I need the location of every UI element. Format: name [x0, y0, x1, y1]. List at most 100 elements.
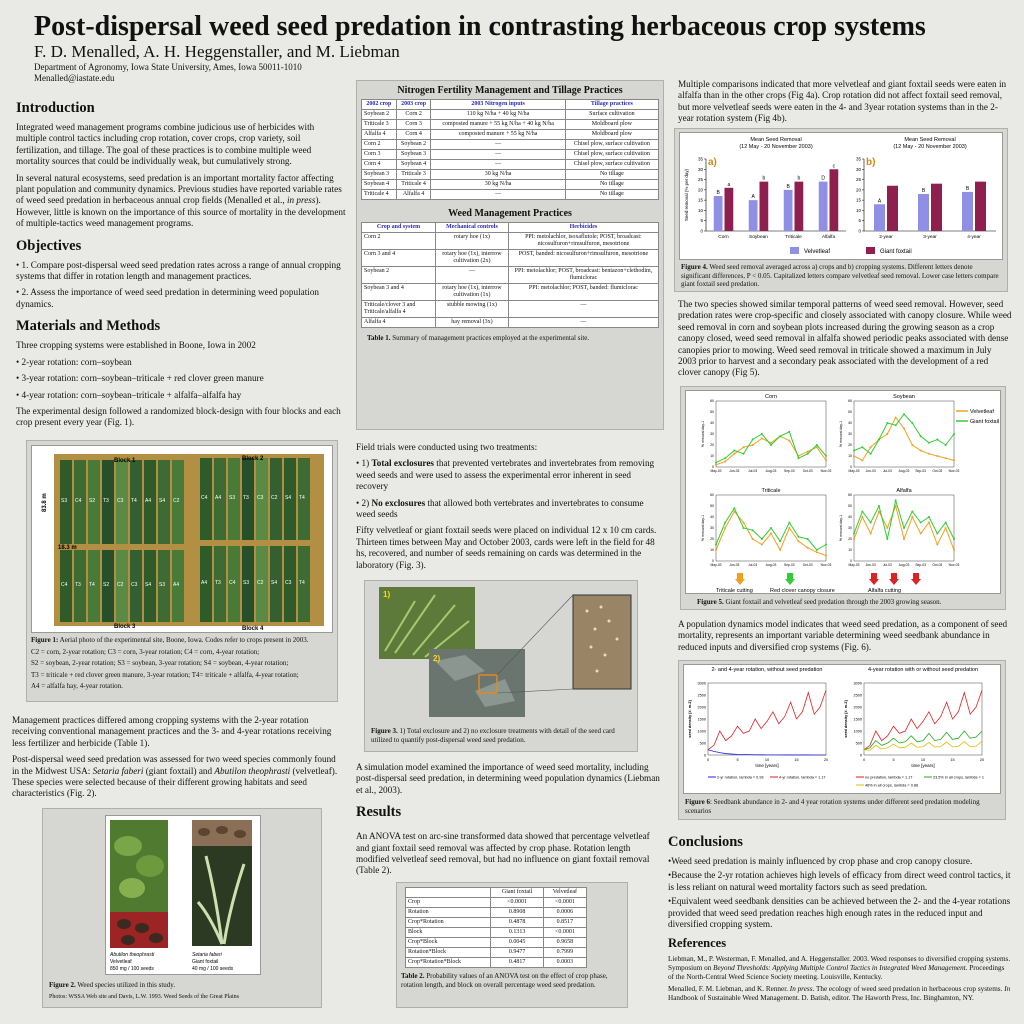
- y-tick-label: 60: [848, 493, 852, 497]
- plot-strip: [284, 458, 296, 540]
- no-exclosure-photo: [429, 649, 525, 717]
- bar: [962, 191, 973, 231]
- x-tick-label: Sep-03: [915, 563, 926, 567]
- data-point: [944, 521, 947, 524]
- data-point: [894, 505, 897, 507]
- y-tick-label: 2500: [854, 694, 862, 698]
- data-point: [742, 452, 745, 455]
- y-tick-label: 1500: [698, 718, 706, 722]
- svg-text:2): 2): [433, 654, 440, 663]
- rotation-item: • 3-year rotation: corn–soybean–tritical…: [16, 373, 264, 384]
- plot-code: S3: [243, 580, 249, 586]
- treatment-2: • 2) No exclosures that allowed both ver…: [356, 497, 644, 520]
- y-tick-label: 30: [848, 432, 852, 436]
- rotation-item: • 4-year rotation: corn–soybean–tritical…: [16, 389, 242, 400]
- data-point: [886, 433, 889, 435]
- plot-strip: [228, 458, 240, 540]
- methods-heading: Materials and Methods: [16, 318, 161, 335]
- data-point: [919, 521, 922, 524]
- reference-1: Liebman, M., P. Westerman, F. Menalled, …: [668, 955, 1011, 981]
- x-tick-label: Sep-03: [915, 469, 926, 473]
- dimension-vertical: 83.8 m: [42, 493, 48, 512]
- data-point: [815, 551, 818, 554]
- table-row: Corn 2 rotary hoe (1x) PPI: metolachlor, i…: [360, 232, 660, 250]
- data-point: [751, 438, 754, 441]
- y-tick-label: 3000: [854, 682, 862, 686]
- block-label: Block 2: [242, 456, 264, 462]
- data-point: [953, 538, 955, 540]
- conclusions-list: •Weed seed predation is mainly influence…: [668, 856, 1012, 930]
- simulation-text: A simulation model examined the importan…: [356, 762, 662, 882]
- data-point: [853, 449, 855, 452]
- y-tick-label: 30: [710, 526, 714, 530]
- plot-strip: [116, 550, 128, 622]
- results-paragraph: An ANOVA test on arc-sine transformed da…: [356, 831, 650, 876]
- x-tick-label: Jun-03: [866, 563, 876, 567]
- block-label: Block 1: [114, 458, 136, 464]
- data-point: [928, 516, 930, 518]
- x-tick-label: Aug-03: [766, 563, 777, 567]
- aerial-photo: S3 C4 S2 T3 C3 T4 A4 S4 C2 C4 A4 S3 T3 C3 C2 S4 T4 C4 T3 T…: [42, 454, 324, 632]
- data-point: [788, 430, 791, 433]
- x-tick-label: May-03: [849, 469, 860, 473]
- x-tick-label: Nov-03: [949, 469, 960, 473]
- plot-strip: [200, 458, 212, 540]
- plot-strip: [242, 458, 254, 540]
- figure-2-caption: Figure 2. Weed species utilized in this …: [49, 981, 239, 1000]
- data-point: [936, 438, 939, 441]
- legend-label: Velvetleaf: [804, 249, 830, 255]
- series-line: [707, 690, 827, 751]
- data-point: [878, 438, 880, 441]
- intro-paragraph-2: In several natural ecosystems, seed pred…: [16, 172, 346, 229]
- data-point: [760, 437, 763, 440]
- table-row: Corn 3 Soybean 3— Chisel plow, surface cul…: [361, 149, 660, 160]
- annotation-label: Alfalfa cutting: [868, 588, 901, 593]
- significance-letter: B: [716, 190, 720, 196]
- annotation-arrow: [889, 573, 899, 585]
- x-tick-label: 5: [736, 758, 738, 762]
- data-point: [903, 527, 905, 529]
- plot-code: S4: [145, 582, 151, 588]
- plot-code: T3: [215, 580, 221, 586]
- significance-letter: a: [727, 182, 730, 188]
- series-line: [707, 749, 826, 756]
- y-tick-label: 50: [710, 410, 714, 414]
- conclusion-item: •Equivalent weed seedbank densities can …: [668, 896, 1011, 930]
- bar: [713, 196, 723, 231]
- plot-code: A4: [215, 495, 221, 501]
- data-point: [886, 538, 889, 540]
- svg-text:Giant foxtail: Giant foxtail: [192, 959, 218, 965]
- plot-code: S4: [285, 495, 291, 501]
- significance-letter: B: [922, 188, 926, 194]
- data-point: [760, 543, 763, 546]
- chart-title: 2- and 4-year rotation, without seed pre…: [712, 667, 823, 673]
- y-tick-label: 60: [848, 399, 852, 403]
- data-point: [815, 446, 818, 449]
- plot-code: T3: [243, 495, 249, 501]
- plot-strip: [228, 546, 240, 622]
- conclusions-section: Conclusions •Weed seed predation is main…: [668, 826, 1012, 1007]
- table-row: Alfalfa 4 Corn 4 composted manure + 55 kg …: [361, 129, 660, 140]
- plot-code: C2: [117, 582, 124, 588]
- data-point: [861, 510, 864, 513]
- plot-code: S4: [271, 580, 277, 586]
- significance-letter: D: [821, 176, 825, 182]
- data-point: [936, 532, 939, 535]
- y-tick-label: 20: [856, 187, 862, 192]
- y-tick-label: 40: [848, 515, 852, 519]
- y-tick-label: 1000: [854, 730, 862, 734]
- data-point: [878, 505, 880, 507]
- significance-letter: A: [751, 194, 755, 200]
- legend-label: Giant foxtail: [970, 419, 999, 425]
- data-point: [770, 444, 772, 446]
- legend-label: 2-yr rotation, lambda = 0.93: [717, 776, 764, 780]
- data-point: [869, 446, 872, 449]
- plot-strip: [298, 546, 310, 622]
- x-axis-label: time [years]: [911, 763, 934, 768]
- y-tick-label: 10: [848, 454, 852, 458]
- data-point: [797, 535, 800, 538]
- x-tick-label: Jul-03: [883, 563, 892, 567]
- y-tick-label: 0: [704, 754, 706, 758]
- bar: [975, 181, 986, 231]
- data-point: [825, 459, 827, 462]
